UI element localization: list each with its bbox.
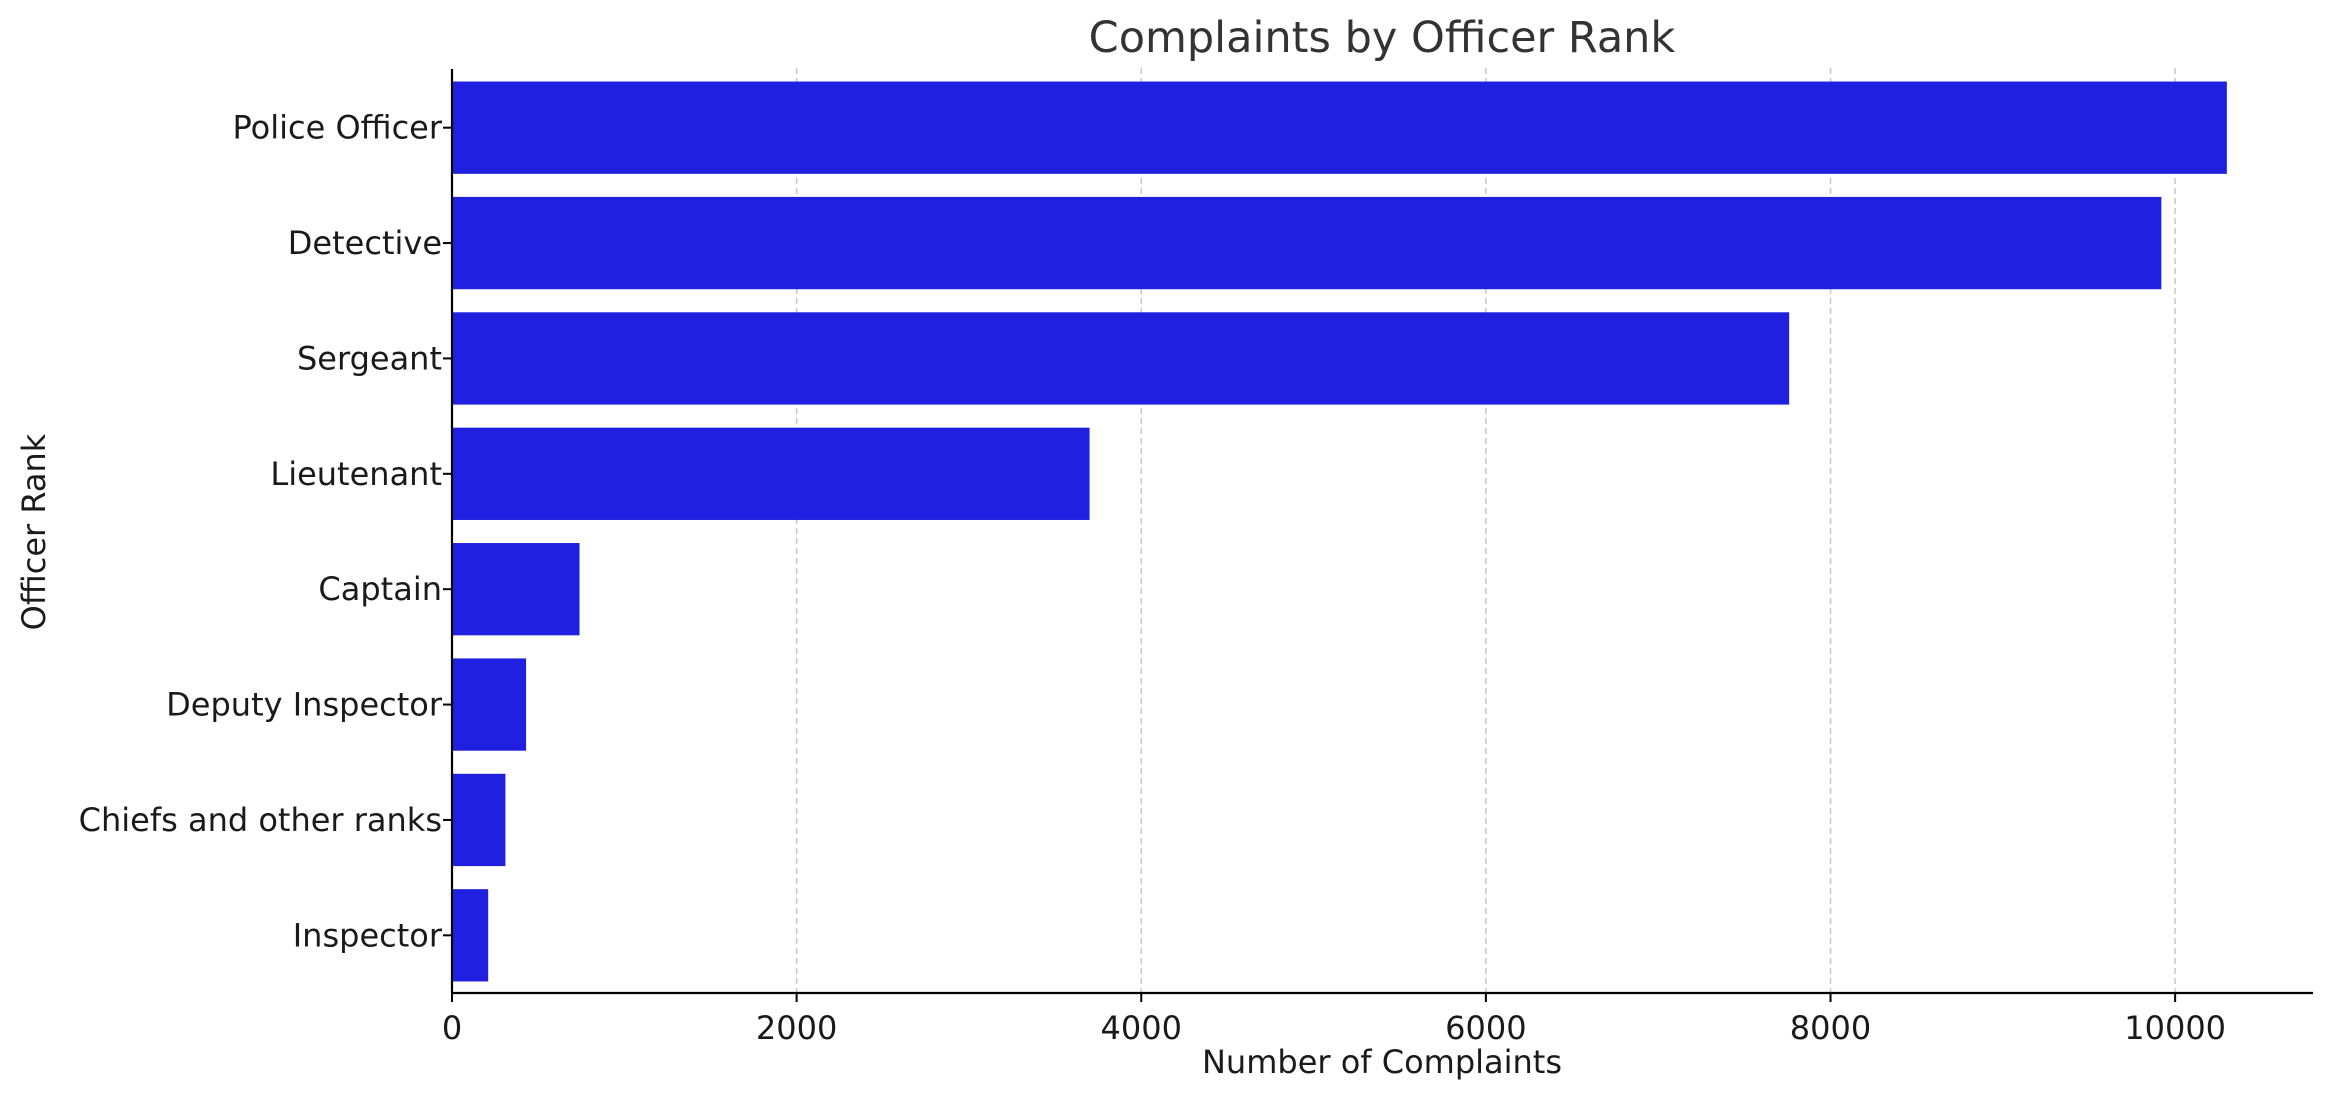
y-tick-label: Detective xyxy=(288,224,442,262)
y-axis-ticks: Police Officer Detective Sergeant Lieutenan… xyxy=(79,109,452,954)
x-tick-label: 2000 xyxy=(756,1009,837,1047)
bars xyxy=(452,81,2227,982)
y-tick-label: Chiefs and other ranks xyxy=(79,801,442,839)
bar xyxy=(452,81,2227,174)
bar xyxy=(452,427,1090,520)
bar xyxy=(452,773,506,867)
x-tick-label: 8000 xyxy=(1790,1009,1871,1047)
y-tick-label: Deputy Inspector xyxy=(166,686,443,724)
bar xyxy=(452,889,489,982)
x-tick-label: 6000 xyxy=(1445,1009,1526,1047)
chart-title: Complaints by Officer Rank xyxy=(1089,13,1676,63)
y-tick-label: Sergeant xyxy=(297,339,442,377)
x-axis-label: Number of Complaints xyxy=(1202,1043,1562,1081)
y-tick-label: Lieutenant xyxy=(270,455,442,493)
bar xyxy=(452,658,527,751)
x-tick-label: 0 xyxy=(442,1009,462,1047)
bar xyxy=(452,543,580,636)
x-axis-ticks: 0 2000 4000 6000 8000 10000 xyxy=(442,993,2226,1047)
bar xyxy=(452,196,2162,290)
y-axis-label: Officer Rank xyxy=(15,433,53,630)
bar xyxy=(452,312,1790,405)
y-tick-label: Police Officer xyxy=(232,109,442,147)
x-tick-label: 10000 xyxy=(2124,1009,2226,1047)
x-tick-label: 4000 xyxy=(1101,1009,1182,1047)
axes-spines xyxy=(450,69,2313,995)
y-tick-label: Captain xyxy=(318,570,442,608)
y-tick-label: Inspector xyxy=(293,916,443,954)
